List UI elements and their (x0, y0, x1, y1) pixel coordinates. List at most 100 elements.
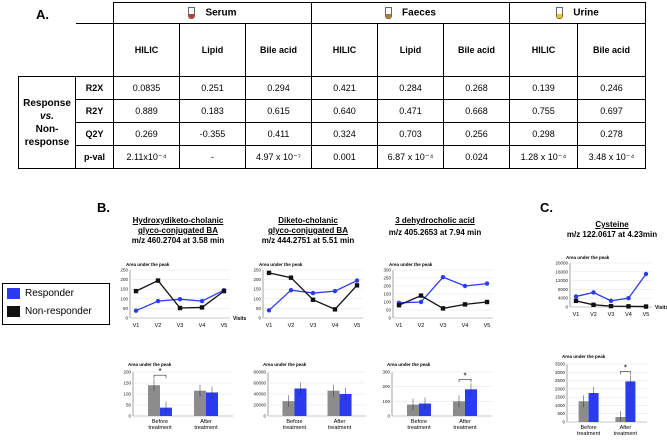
x-tick-label: After (620, 425, 632, 431)
panel-label-a: A. (36, 7, 49, 22)
data-point (462, 283, 468, 289)
significance-bracket (458, 379, 472, 383)
chart-title: Cysteine m/z 122.0617 at 4.23min (566, 220, 658, 239)
y-tick-label: 0 (388, 316, 391, 321)
x-tick-label: After (200, 419, 212, 425)
y-tick-label: 2000 (555, 386, 566, 391)
y-tick-label: 250 (120, 268, 128, 273)
panel-label-c: C. (540, 200, 553, 215)
y-tick-label: 100 (253, 296, 261, 301)
x-tick-label: V2 (418, 323, 425, 329)
y-tick-label: 20000 (555, 261, 568, 266)
data-point (608, 298, 614, 304)
column-header: Lipid (377, 23, 444, 77)
data-point (591, 302, 596, 307)
x-tick-label: treatment (148, 425, 172, 431)
bar (327, 390, 340, 416)
x-tick-label: V2 (288, 323, 295, 329)
y-tick-label: 200 (253, 277, 261, 282)
data-point (354, 283, 360, 288)
y-tick-label: 100 (123, 392, 131, 397)
column-header: HILIC (113, 23, 180, 77)
y-tick-label: 0 (263, 414, 266, 419)
y-tick-label: 150 (383, 292, 391, 297)
x-tick-label: V5 (484, 323, 491, 329)
data-point (643, 304, 649, 309)
significance-marker: * (463, 371, 466, 380)
x-tick-label: V2 (590, 312, 597, 318)
bar (294, 388, 307, 416)
data-point (199, 305, 205, 310)
bar (339, 394, 352, 416)
model-metrics-table: Serum Faeces Urine HILIC Lipid Bile acid… (18, 2, 646, 169)
x-tick-label: V1 (396, 323, 403, 329)
x-tick-label: V3 (310, 323, 317, 329)
data-point (626, 296, 631, 301)
y-tick-label: 2500 (555, 378, 566, 383)
data-point (266, 270, 272, 276)
x-tick-label: V5 (354, 323, 361, 329)
data-point (440, 275, 446, 280)
bar (453, 401, 465, 416)
x-axis-label: Visits (233, 316, 246, 322)
y-tick-label: 250 (253, 268, 261, 273)
data-point (266, 308, 272, 313)
y-tick-label: 50 (126, 403, 132, 408)
data-point (626, 304, 631, 309)
y-tick-label: 150 (123, 381, 131, 386)
x-tick-label: V2 (155, 323, 162, 329)
data-point (332, 288, 338, 294)
table-row: R2Y 0.889 0.183 0.615 0.640 0.471 0.668 0.755 0… (19, 99, 646, 123)
data-point (573, 294, 579, 299)
series-line (575, 273, 647, 302)
legend-swatch (7, 306, 20, 317)
y-tick-label: 300 (382, 370, 390, 375)
y-tick-label: 250 (383, 276, 391, 281)
x-tick-label: Before (580, 425, 596, 431)
x-tick-label: V3 (177, 323, 184, 329)
y-tick-label: 1000 (555, 403, 566, 408)
y-tick-label: 12000 (555, 278, 568, 283)
data-point (288, 287, 294, 293)
legend-swatch (7, 288, 20, 299)
data-point (418, 293, 424, 298)
y-tick-label: 40000 (253, 392, 266, 397)
x-tick-label: treatment (453, 425, 477, 431)
y-tick-label: 300 (383, 268, 391, 273)
data-point (396, 303, 402, 308)
data-point (462, 302, 468, 307)
x-tick-label: V1 (266, 323, 273, 329)
data-point (133, 288, 139, 294)
x-tick-label: Before (411, 419, 427, 425)
x-tick-label: Before (286, 419, 302, 425)
y-axis-label: Area under the peak (562, 354, 606, 359)
x-tick-label: V3 (440, 323, 447, 329)
x-tick-label: Before (152, 419, 168, 425)
data-point (608, 303, 614, 309)
data-point (221, 288, 227, 294)
y-tick-label: 0 (565, 305, 568, 310)
significance-bracket (153, 374, 167, 379)
data-point (591, 290, 596, 295)
bar (419, 403, 431, 416)
x-tick-label: After (459, 419, 471, 425)
data-point (177, 305, 183, 311)
y-tick-label: 8000 (558, 287, 569, 292)
x-tick-label: V4 (332, 323, 339, 329)
significance-bracket (620, 371, 631, 375)
y-tick-label: 60000 (253, 381, 266, 386)
data-point (643, 271, 649, 277)
column-header: Bile acid (577, 23, 646, 77)
data-point (177, 296, 183, 302)
y-tick-label: 0 (125, 316, 128, 321)
x-tick-label: treatment (328, 425, 352, 431)
data-point (310, 290, 316, 296)
bar (282, 401, 295, 416)
chart-title: 3 dehydrocholic acid m/z 405.2653 at 7.94… (388, 216, 482, 237)
y-axis-label: Area under the peak (387, 362, 431, 367)
data-point (418, 299, 424, 305)
legend-item-non-responder: Non-responder (7, 306, 92, 317)
series-line (268, 279, 358, 311)
x-tick-label: V5 (221, 323, 228, 329)
